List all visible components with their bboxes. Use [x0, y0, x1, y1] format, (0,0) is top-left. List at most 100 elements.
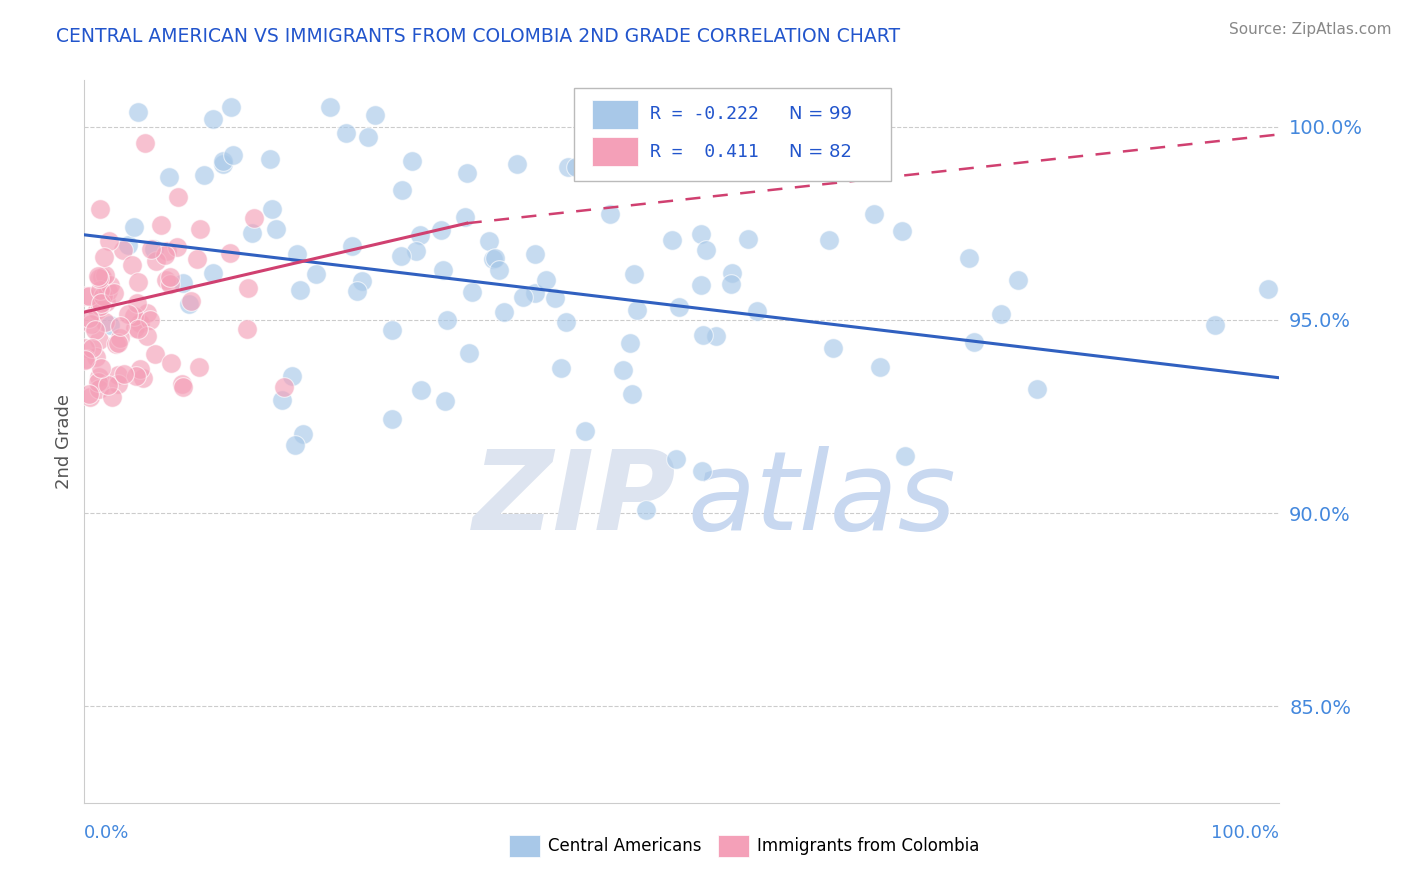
Point — [103, 285, 125, 300]
Point — [319, 100, 342, 114]
Point — [737, 232, 759, 246]
Point — [127, 275, 149, 289]
Point — [80, 341, 103, 355]
Point — [720, 266, 742, 280]
Point — [98, 277, 121, 292]
Point — [264, 222, 287, 236]
Point — [990, 307, 1012, 321]
Point — [565, 160, 588, 174]
Point — [117, 307, 139, 321]
Point — [79, 390, 101, 404]
Point — [87, 375, 110, 389]
Point — [90, 296, 112, 310]
Point — [661, 233, 683, 247]
Point — [187, 359, 209, 374]
Point — [506, 157, 529, 171]
FancyBboxPatch shape — [509, 835, 540, 857]
Point — [692, 327, 714, 342]
Point — [720, 277, 742, 291]
Point — [94, 268, 117, 282]
Point — [125, 295, 148, 310]
Point — [456, 165, 478, 179]
Point — [179, 297, 201, 311]
Point — [134, 136, 156, 150]
Point — [188, 222, 211, 236]
Point — [73, 289, 96, 303]
Point — [153, 248, 176, 262]
Point — [690, 278, 713, 293]
Point — [668, 300, 690, 314]
Point — [381, 323, 404, 337]
Point — [202, 266, 225, 280]
Point — [127, 322, 149, 336]
Point — [186, 252, 208, 267]
Text: 0.0%: 0.0% — [84, 824, 129, 842]
Point — [141, 242, 163, 256]
Point — [626, 303, 648, 318]
Point — [381, 411, 404, 425]
Point — [129, 317, 152, 331]
Point — [235, 322, 257, 336]
Point — [544, 292, 567, 306]
FancyBboxPatch shape — [592, 137, 638, 166]
Point — [1204, 318, 1226, 332]
Text: Source: ZipAtlas.com: Source: ZipAtlas.com — [1229, 22, 1392, 37]
FancyBboxPatch shape — [575, 87, 891, 181]
Point — [364, 108, 387, 122]
FancyBboxPatch shape — [592, 100, 638, 128]
Point — [478, 235, 501, 249]
Point — [90, 360, 112, 375]
Point — [818, 233, 841, 247]
Point — [389, 249, 412, 263]
Point — [288, 283, 311, 297]
Point — [201, 112, 224, 127]
Point — [792, 140, 814, 154]
Point — [156, 244, 179, 259]
Point — [695, 243, 717, 257]
Point — [84, 350, 107, 364]
Point — [285, 247, 308, 261]
Text: 100.0%: 100.0% — [1212, 824, 1279, 842]
Point — [212, 154, 235, 169]
Point — [408, 227, 430, 242]
Point — [391, 183, 413, 197]
Point — [284, 437, 307, 451]
Point — [243, 211, 266, 226]
Point — [135, 306, 157, 320]
Point — [281, 368, 304, 383]
Point — [77, 386, 100, 401]
Point — [481, 252, 503, 266]
Point — [143, 347, 166, 361]
Text: Immigrants from Colombia: Immigrants from Colombia — [758, 838, 980, 855]
Point — [430, 223, 453, 237]
Point — [145, 253, 167, 268]
Point — [170, 377, 193, 392]
Point — [79, 310, 101, 325]
Point — [557, 160, 579, 174]
Point — [863, 207, 886, 221]
Point — [342, 239, 364, 253]
Point — [89, 382, 111, 396]
Point — [155, 273, 177, 287]
Point — [166, 239, 188, 253]
Point — [665, 452, 688, 467]
Point — [436, 312, 458, 326]
Point — [107, 336, 129, 351]
Point — [89, 299, 111, 313]
Point — [401, 153, 423, 168]
Point — [107, 368, 129, 382]
Point — [454, 211, 477, 225]
Point — [73, 352, 96, 367]
Point — [555, 314, 578, 328]
Point — [89, 202, 111, 216]
Point — [273, 379, 295, 393]
Point — [122, 219, 145, 234]
Point — [612, 362, 634, 376]
Point — [117, 237, 139, 252]
Point — [121, 258, 143, 272]
Text: Central Americans: Central Americans — [548, 838, 702, 855]
Point — [623, 267, 645, 281]
Point — [690, 464, 713, 478]
Point — [259, 152, 281, 166]
Point — [620, 386, 643, 401]
